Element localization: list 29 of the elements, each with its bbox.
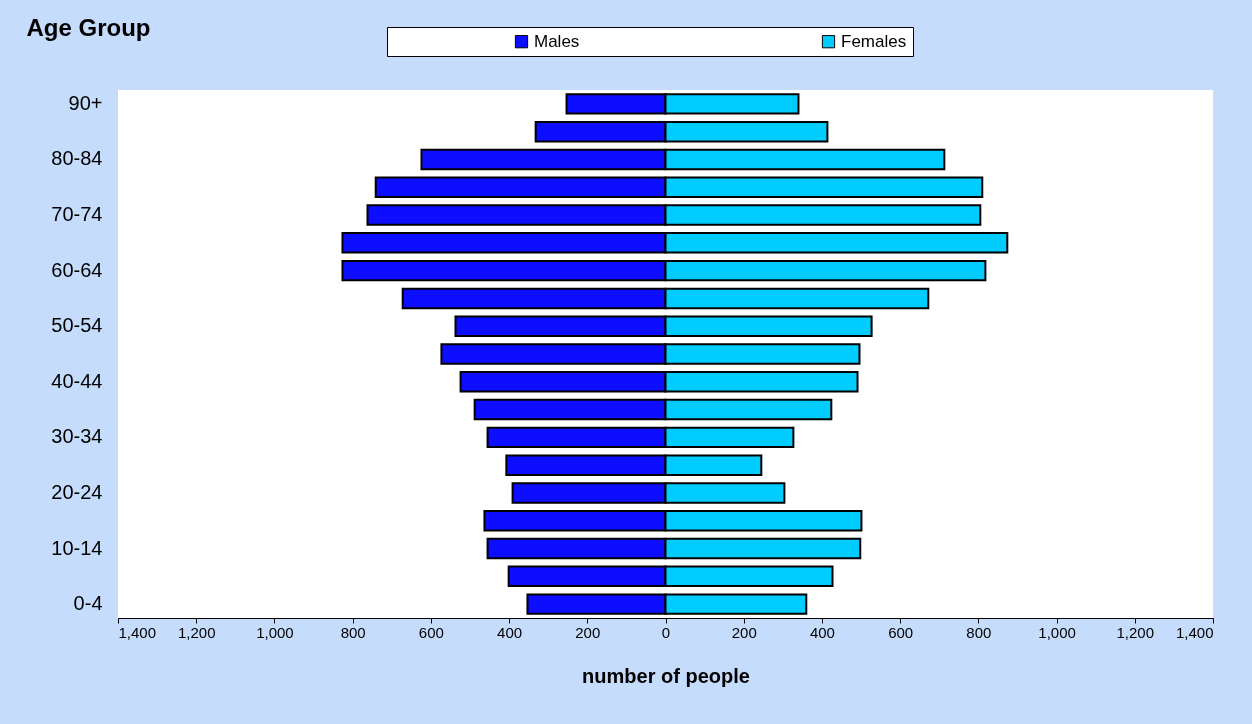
y-tick-label: 70-74 [51,203,103,226]
x-tick-label: 1,400 [1175,623,1214,641]
legend-label: Females [841,31,907,51]
y-tick-label: 80-84 [51,147,103,170]
x-tick-label: 600 [888,623,914,641]
x-tick-label: 1,200 [177,623,216,641]
legend-label: Males [534,31,580,51]
x-tick-label: 600 [418,623,444,641]
x-tick-label: 1,200 [1116,623,1155,641]
x-tick-label: 1,400 [118,623,157,641]
y-tick-label: 50-54 [51,314,103,337]
x-axis-title: number of people [582,664,750,687]
y-tick-label: 20-24 [51,480,103,503]
x-tick-label: 1,000 [1038,623,1076,641]
y-tick-label: 0-4 [73,592,103,615]
x-tick-label: 200 [731,623,757,641]
y-tick-label: 60-64 [51,258,103,281]
x-tick-label: 400 [809,623,835,641]
y-tick-label: 40-44 [51,369,103,392]
y-tick-label: 10-14 [51,536,103,559]
x-tick-label: 1,000 [256,623,294,641]
x-tick-label: 800 [340,623,366,641]
y-tick-label: 30-34 [51,425,103,448]
x-tick-label: 800 [966,623,992,641]
y-tick-label: 90+ [68,91,103,114]
y-axis-title: Age Group [26,13,151,41]
x-tick-label: 400 [497,623,523,641]
x-tick-label: 200 [575,623,601,641]
x-tick-label: 0 [661,623,671,641]
